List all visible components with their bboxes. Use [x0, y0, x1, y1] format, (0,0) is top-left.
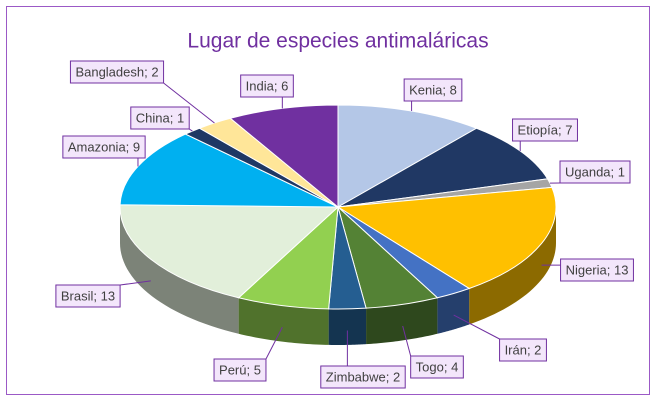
data-label-group: China; 1	[130, 106, 193, 132]
data-label-box	[213, 358, 267, 382]
data-label: Uganda; 1	[565, 164, 625, 179]
data-label: Kenia; 8	[409, 82, 457, 97]
data-label-box	[320, 365, 406, 389]
data-label-group: Uganda; 1	[549, 160, 631, 184]
pie-slice	[229, 104, 339, 209]
data-label-group: Irán; 2	[453, 314, 547, 362]
data-label-group: Perú; 5	[213, 326, 283, 382]
data-label-box	[560, 258, 634, 282]
pie-slice	[336, 186, 557, 290]
leader-line	[265, 326, 283, 360]
leader-line	[163, 82, 215, 124]
chart-title: Lugar de especies antimaláricas	[187, 30, 488, 53]
data-label: Bangladesh; 2	[75, 64, 158, 79]
data-label-box	[240, 74, 294, 98]
data-label-box	[130, 106, 190, 130]
pie-slice	[119, 204, 340, 299]
data-label: China; 1	[136, 110, 184, 125]
data-label-box	[55, 284, 121, 308]
data-label: Brasil; 13	[61, 288, 115, 303]
pie-slice-side	[328, 308, 367, 345]
data-label-group: Kenia; 8	[403, 78, 463, 111]
pie-slice-side	[366, 297, 438, 345]
pie-slice-side	[469, 207, 556, 325]
data-label: Zimbabwe; 2	[326, 369, 400, 384]
data-label-group: Etiopía; 7	[512, 118, 578, 152]
data-label-group: Zimbabwe; 2	[320, 330, 406, 389]
data-label: Togo; 4	[416, 359, 459, 374]
pie-slice-side	[238, 297, 329, 345]
data-label: Amazonia; 9	[68, 139, 140, 154]
data-label-box	[499, 338, 547, 362]
data-label-box	[403, 78, 463, 102]
data-label: Etiopía; 7	[518, 122, 573, 137]
pie-slice-side	[437, 288, 470, 334]
leader-line	[453, 314, 500, 340]
data-label-box	[410, 355, 464, 379]
data-label: Irán; 2	[505, 342, 542, 357]
data-label-box	[559, 160, 631, 184]
leader-line	[120, 280, 151, 286]
pie-slice-side	[120, 207, 239, 334]
pie-slice	[337, 127, 549, 208]
data-label-group: Bangladesh; 2	[69, 60, 215, 124]
data-label-group: Brasil; 13	[55, 280, 151, 308]
pie-slice	[337, 104, 478, 208]
leader-line	[402, 325, 412, 357]
data-label: India; 6	[246, 78, 289, 93]
data-label-box	[69, 60, 165, 84]
data-label-box	[512, 118, 578, 142]
data-label-group: Amazonia; 9	[62, 135, 146, 167]
data-label: Perú; 5	[219, 362, 261, 377]
data-label-group: Nigeria; 13	[541, 258, 634, 282]
data-label-box	[62, 135, 146, 159]
data-label-group: India; 6	[240, 74, 294, 109]
leader-line	[188, 128, 193, 132]
data-label-group: Togo; 4	[402, 325, 464, 379]
data-label: Nigeria; 13	[566, 262, 629, 277]
